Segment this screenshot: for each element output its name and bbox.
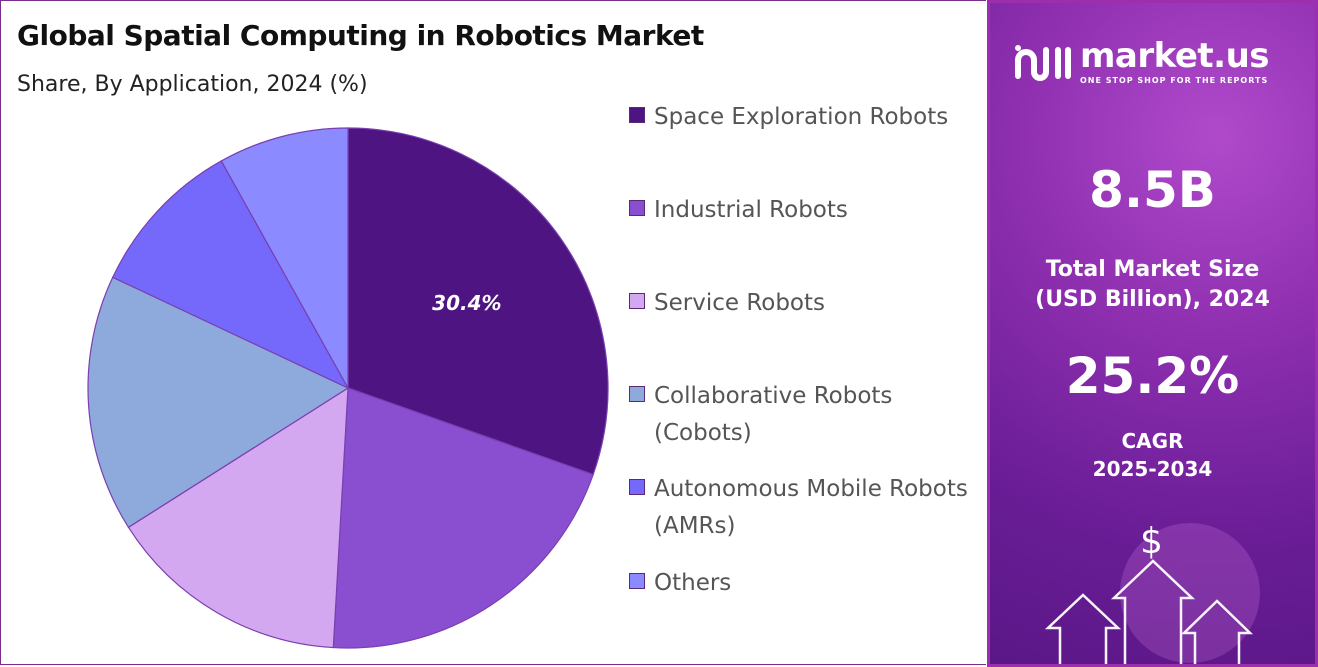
legend-swatch: [629, 293, 645, 309]
market-us-logo-icon: [1015, 45, 1071, 81]
chart-panel: Global Spatial Computing in Robotics Mar…: [0, 0, 986, 665]
market-size-value: 8.5B: [1089, 161, 1216, 219]
legend-item-collaborative: Collaborative Robots (Cobots): [629, 378, 974, 452]
pie-slice-collaborative-robots-cobots: [87, 276, 350, 529]
legend-swatch: [629, 479, 645, 495]
brand-logo: market.us ONE STOP SHOP FOR THE REPORTS: [1012, 36, 1270, 85]
pie-slice-others: [220, 127, 349, 391]
legend-label: Others: [654, 570, 732, 596]
legend-item-industrial: Industrial Robots: [629, 192, 974, 229]
legend-item-autonomous-mobile: Autonomous Mobile Robots (AMRs): [629, 471, 974, 545]
brand-tagline: ONE STOP SHOP FOR THE REPORTS: [1080, 76, 1269, 85]
chart-subtitle: Share, By Application, 2024 (%): [17, 72, 368, 97]
pie-slice-space-exploration-robots: [347, 127, 609, 476]
legend-label: Space Exploration Robots: [654, 104, 949, 130]
legend-swatch: [629, 200, 645, 216]
pie-slice-service-robots: [127, 386, 349, 649]
market-size-label-line1: Total Market Size: [1045, 257, 1260, 282]
cagr-label: CAGR 2025-2034: [990, 427, 1315, 483]
legend-label: Industrial Robots: [654, 197, 848, 223]
brand-name: market.us: [1080, 36, 1270, 76]
cagr-value: 25.2%: [1065, 347, 1240, 405]
background-decoration: [1044, 523, 1260, 664]
legend-swatch: [629, 107, 645, 123]
legend-item-space-exploration: Space Exploration Robots: [629, 99, 974, 136]
pie-chart: 30.4%: [87, 127, 609, 649]
cagr-label-line2: 2025-2034: [1092, 457, 1213, 481]
legend-swatch: [629, 386, 645, 402]
legend-label: Collaborative Robots (Cobots): [654, 383, 893, 446]
pie-slice-industrial-robots: [332, 387, 594, 649]
cagr-label-line1: CAGR: [1121, 429, 1184, 453]
pie-data-label: 30.4%: [432, 291, 501, 315]
pie-slice-autonomous-mobile-robots-amrs: [111, 160, 350, 390]
market-size-label-line2: (USD Billion), 2024: [1035, 287, 1270, 312]
market-size-label: Total Market Size (USD Billion), 2024: [990, 255, 1315, 315]
legend-item-others: Others: [629, 565, 974, 602]
summary-panel: market.us ONE STOP SHOP FOR THE REPORTS …: [987, 0, 1318, 667]
legend-label: Service Robots: [654, 290, 826, 316]
chart-title: Global Spatial Computing in Robotics Mar…: [17, 19, 704, 52]
dollar-icon: $: [1140, 521, 1163, 562]
legend-swatch: [629, 573, 645, 589]
legend-label: Autonomous Mobile Robots (AMRs): [654, 476, 968, 539]
legend-item-service: Service Robots: [629, 285, 974, 322]
